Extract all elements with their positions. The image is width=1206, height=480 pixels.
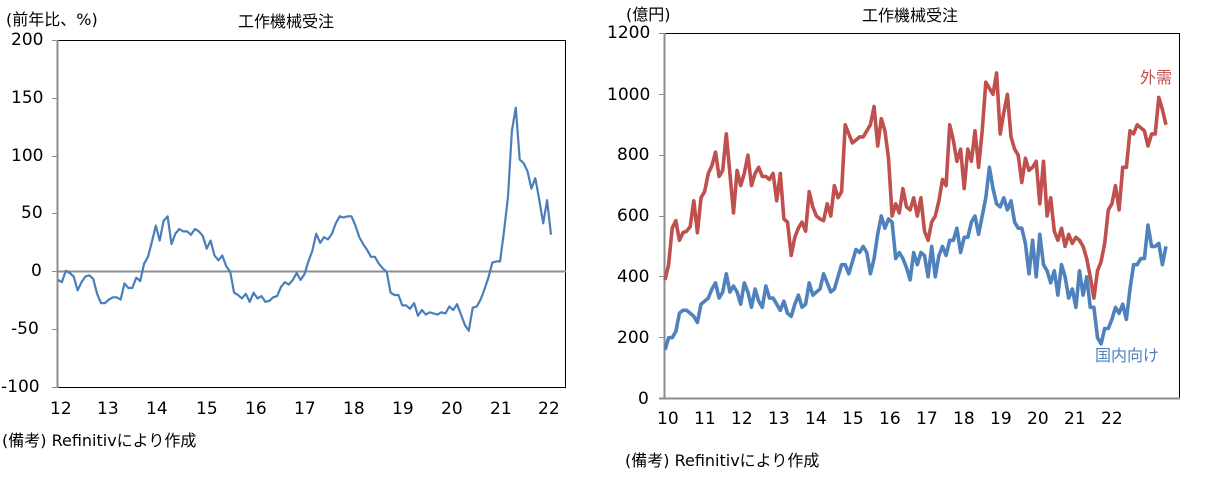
y-tick-label: 1200 bbox=[607, 23, 651, 43]
x-tick-label: 15 bbox=[842, 409, 864, 429]
x-tick-label: 17 bbox=[294, 399, 316, 419]
x-tick-label: 11 bbox=[694, 409, 716, 429]
y-axis-unit-label: (前年比、%) bbox=[6, 10, 98, 29]
y-tick-label: 800 bbox=[617, 145, 650, 165]
y-tick-label: 0 bbox=[638, 389, 649, 409]
y-tick-label: 0 bbox=[31, 261, 42, 281]
chart-title: 工作機械受注 bbox=[238, 12, 335, 31]
foreign-series-line bbox=[663, 71, 1168, 300]
x-tick-label: 20 bbox=[1027, 409, 1049, 429]
x-tick-label: 20 bbox=[441, 399, 463, 419]
domestic-series-line bbox=[663, 165, 1168, 351]
y-ticks bbox=[52, 40, 57, 388]
x-tick-label: 18 bbox=[953, 409, 975, 429]
y-tick-label: 200 bbox=[617, 328, 650, 348]
x-tick-label: 12 bbox=[731, 409, 753, 429]
x-tick-label: 21 bbox=[1064, 409, 1086, 429]
series-label-domestic: 国内向け bbox=[1095, 346, 1160, 365]
x-tick-label: 22 bbox=[1101, 409, 1123, 429]
x-tick-label: 10 bbox=[657, 409, 679, 429]
x-tick-label: 18 bbox=[343, 399, 365, 419]
y-tick-label: 50 bbox=[21, 203, 43, 223]
x-tick-label: 14 bbox=[146, 399, 168, 419]
x-tick-label: 19 bbox=[990, 409, 1012, 429]
plot-area bbox=[52, 40, 566, 388]
plot-frame bbox=[57, 40, 566, 388]
y-ticks bbox=[659, 33, 664, 338]
y-tick-label: -100 bbox=[1, 377, 40, 397]
y-tick-label: -50 bbox=[11, 319, 39, 339]
source-note: (備考) Refinitivにより作成 bbox=[2, 431, 197, 450]
y-axis-unit-label: (億円) bbox=[626, 5, 671, 24]
y-tick-label: 100 bbox=[11, 146, 44, 166]
chart-machine-tool-orders-amount: (億円) 工作機械受注 1200 1000 800 600 400 200 0 … bbox=[600, 0, 1206, 480]
y-tick-label: 1000 bbox=[607, 85, 651, 105]
x-tick-label: 16 bbox=[879, 409, 901, 429]
x-tick-label: 19 bbox=[392, 399, 414, 419]
x-tick-label: 21 bbox=[490, 399, 512, 419]
x-tick-label: 15 bbox=[196, 399, 218, 419]
yoy-series-line bbox=[57, 106, 553, 332]
x-tick-label: 22 bbox=[538, 399, 560, 419]
x-tick-label: 17 bbox=[916, 409, 938, 429]
chart-title: 工作機械受注 bbox=[862, 6, 959, 25]
plot-area bbox=[659, 33, 1180, 400]
x-tick-label: 13 bbox=[768, 409, 790, 429]
x-tick-label: 13 bbox=[97, 399, 119, 419]
y-tick-label: 600 bbox=[617, 206, 650, 226]
x-tick-label: 12 bbox=[50, 399, 72, 419]
y-tick-label: 150 bbox=[11, 88, 44, 108]
x-tick-label: 14 bbox=[805, 409, 827, 429]
series-label-foreign: 外需 bbox=[1140, 68, 1173, 87]
x-tick-label: 16 bbox=[245, 399, 267, 419]
y-tick-label: 400 bbox=[617, 267, 650, 287]
chart-yoy-machine-tool-orders: (前年比、%) 工作機械受注 200 150 100 50 0 -50 -100… bbox=[0, 0, 600, 480]
source-note: (備考) Refinitivにより作成 bbox=[625, 451, 820, 470]
y-tick-label: 200 bbox=[11, 30, 44, 50]
